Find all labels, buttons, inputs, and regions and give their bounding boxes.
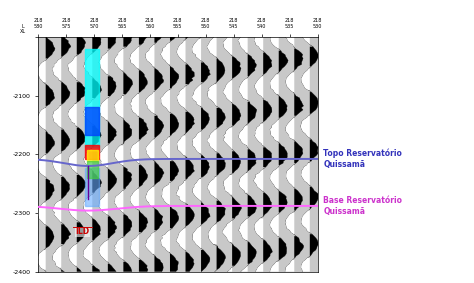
Bar [85,145,99,159]
Text: Base Reservatório
Quissamã: Base Reservatório Quissamã [323,196,402,216]
Bar [85,168,99,206]
Text: Topo Reservatório
Quissamã: Topo Reservatório Quissamã [323,149,402,169]
Bar [87,161,98,178]
Bar [87,149,98,161]
Bar [85,49,99,147]
Text: ILD: ILD [76,227,90,236]
Bar [85,107,99,136]
Text: L
XL: L XL [19,24,26,35]
